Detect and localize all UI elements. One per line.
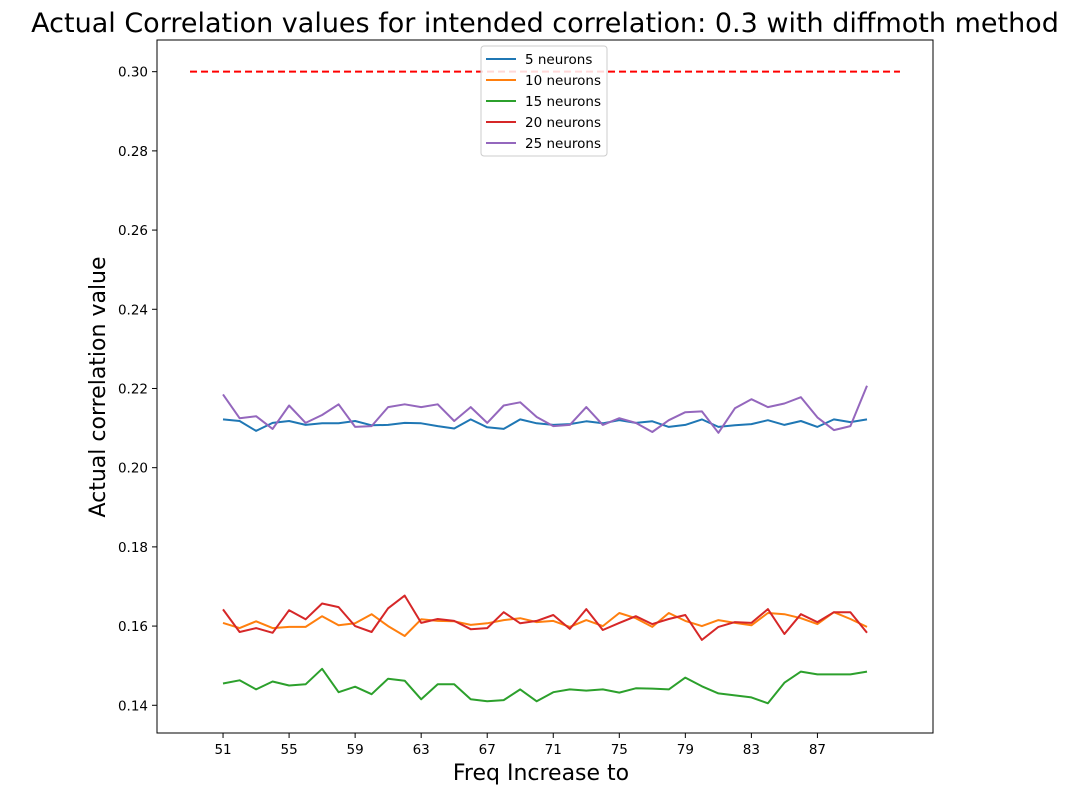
legend-label: 10 neurons xyxy=(525,73,601,89)
legend-label: 15 neurons xyxy=(525,94,601,110)
legend-box xyxy=(480,45,608,157)
x-tick-label: 75 xyxy=(611,742,628,758)
series-layer xyxy=(222,385,868,705)
x-tick-label: 59 xyxy=(347,742,364,758)
chart-title: Actual Correlation values for intended c… xyxy=(31,8,1059,39)
x-tick-label: 87 xyxy=(809,742,826,758)
y-tick-label: 0.14 xyxy=(118,698,148,714)
y-tick-label: 0.18 xyxy=(118,540,148,556)
x-tick-label: 63 xyxy=(413,742,430,758)
x-axis-label: Freq Increase to xyxy=(453,761,629,786)
axes-frame xyxy=(156,39,934,734)
series-line-1 xyxy=(222,418,868,432)
y-tick-label: 0.24 xyxy=(118,302,148,318)
series-line-4 xyxy=(222,594,868,641)
x-tick-label: 71 xyxy=(545,742,562,758)
series-line-2 xyxy=(222,611,868,637)
x-tick-label: 55 xyxy=(280,742,297,758)
legend: 5 neurons 10 neurons 15 neurons 20 neurons 2… xyxy=(480,45,608,157)
series-line-5 xyxy=(222,385,868,434)
y-tick-label: 0.16 xyxy=(118,619,148,635)
legend-label: 5 neurons xyxy=(525,52,592,68)
y-tick-label: 0.22 xyxy=(118,381,148,397)
series-line-3 xyxy=(222,667,868,705)
y-tick-label: 0.28 xyxy=(118,144,148,160)
x-tick-label: 51 xyxy=(214,742,231,758)
y-tick-label: 0.30 xyxy=(118,65,148,81)
y-tick-label: 0.20 xyxy=(118,461,148,477)
legend-items: 5 neurons 10 neurons 15 neurons 20 neurons 2… xyxy=(486,52,601,152)
axes-ticks: 51 55 59 63 67 71 75 79 83 87 0.14 0.16 0.18 0.20 0.22… xyxy=(118,65,826,758)
legend-label: 25 neurons xyxy=(525,136,601,152)
y-tick-label: 0.26 xyxy=(118,223,148,239)
x-tick-label: 67 xyxy=(479,742,496,758)
x-tick-label: 79 xyxy=(677,742,694,758)
legend-label: 20 neurons xyxy=(525,115,601,131)
x-tick-label: 83 xyxy=(743,742,760,758)
y-axis-label: Actual correlation value xyxy=(86,256,111,517)
